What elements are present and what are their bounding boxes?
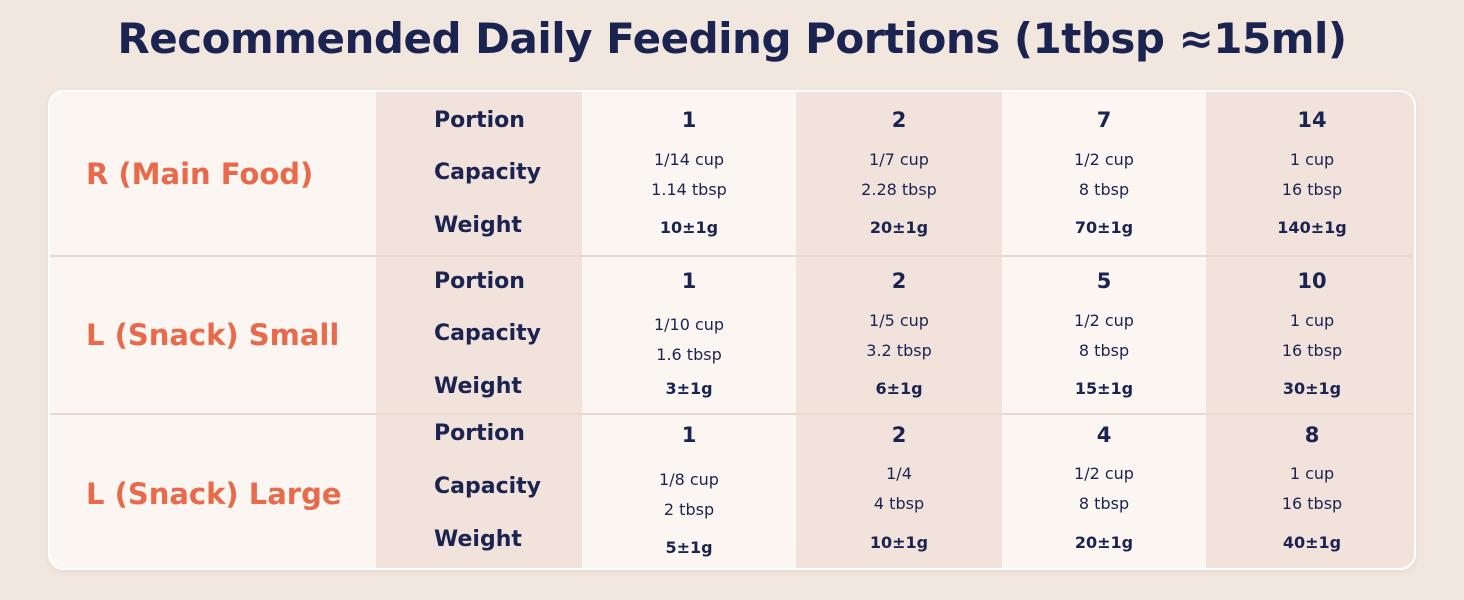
food-group-name: L (Snack) Small [86,318,340,352]
portion-label: Portion [434,421,525,446]
capacity-cup-value: 1/2 cup [1074,464,1134,483]
capacity-label: Capacity [434,321,542,346]
capacity-tbsp-value: 4 tbsp [873,494,925,513]
portion-value: 1 [681,269,697,293]
food-group-main-food: R (Main Food) Portion Capacity Weight 1 … [50,92,1414,255]
column-1-background [582,92,796,568]
weight-label: Weight [434,213,522,238]
portion-value: 1 [681,108,697,132]
capacity-cup-value: 1/4 [886,464,912,483]
weight-label: Weight [434,374,522,399]
capacity-tbsp-value: 1.14 tbsp [651,180,727,199]
portion-label: Portion [434,108,525,133]
capacity-tbsp-value: 8 tbsp [1078,180,1130,199]
portion-value: 8 [1304,423,1320,447]
row-divider [50,255,1414,257]
capacity-cup-value: 1/7 cup [869,150,929,169]
capacity-label: Capacity [434,160,542,185]
portion-value: 2 [891,269,907,293]
capacity-tbsp-value: 16 tbsp [1281,494,1343,513]
capacity-tbsp-value: 8 tbsp [1078,494,1130,513]
capacity-cup-value: 1/2 cup [1074,311,1134,330]
weight-label: Weight [434,527,522,552]
capacity-cup-value: 1/5 cup [869,311,929,330]
portion-value: 10 [1297,269,1327,293]
capacity-tbsp-value: 1.6 tbsp [656,345,722,364]
weight-value: 6±1g [875,379,923,398]
portion-value: 2 [891,423,907,447]
weight-value: 3±1g [665,379,713,398]
capacity-tbsp-value: 16 tbsp [1281,180,1343,199]
column-4-background [1206,92,1414,568]
capacity-cup-value: 1/8 cup [659,470,719,489]
food-group-name: L (Snack) Large [86,476,342,511]
capacity-cup-value: 1/10 cup [653,315,725,334]
weight-value: 30±1g [1282,379,1342,398]
capacity-tbsp-value: 8 tbsp [1078,341,1130,360]
weight-value: 70±1g [1074,218,1134,237]
capacity-cup-value: 1 cup [1289,150,1335,169]
portion-value: 14 [1297,108,1327,132]
label-column-background [376,92,582,568]
weight-value: 15±1g [1074,379,1134,398]
weight-value: 20±1g [1074,533,1134,552]
portion-value: 7 [1096,108,1112,132]
column-3-background [1002,92,1206,568]
weight-value: 10±1g [659,218,719,237]
capacity-cup-value: 1/14 cup [653,150,725,169]
food-group-snack-small: L (Snack) Small Portion Capacity Weight … [50,257,1414,413]
portion-value: 4 [1096,423,1112,447]
capacity-cup-value: 1/2 cup [1074,150,1134,169]
weight-value: 20±1g [869,218,929,237]
food-group-snack-large: L (Snack) Large Portion Capacity Weight … [50,415,1414,568]
weight-value: 140±1g [1277,218,1347,237]
column-2-background [796,92,1002,568]
capacity-tbsp-value: 2.28 tbsp [861,180,937,199]
capacity-tbsp-value: 2 tbsp [663,500,715,519]
page-title: Recommended Daily Feeding Portions (1tbs… [117,14,1347,63]
capacity-tbsp-value: 3.2 tbsp [866,341,932,360]
row-divider [50,413,1414,415]
feeding-table: R (Main Food) Portion Capacity Weight 1 … [48,90,1416,570]
capacity-cup-value: 1 cup [1289,311,1335,330]
food-group-name: R (Main Food) [86,156,314,191]
portion-value: 5 [1096,269,1112,293]
capacity-tbsp-value: 16 tbsp [1281,341,1343,360]
portion-value: 1 [681,423,697,447]
weight-value: 10±1g [869,533,929,552]
portion-label: Portion [434,269,525,294]
capacity-label: Capacity [434,474,542,499]
capacity-cup-value: 1 cup [1289,464,1335,483]
weight-value: 40±1g [1282,533,1342,552]
portion-value: 2 [891,108,907,132]
weight-value: 5±1g [665,538,713,557]
